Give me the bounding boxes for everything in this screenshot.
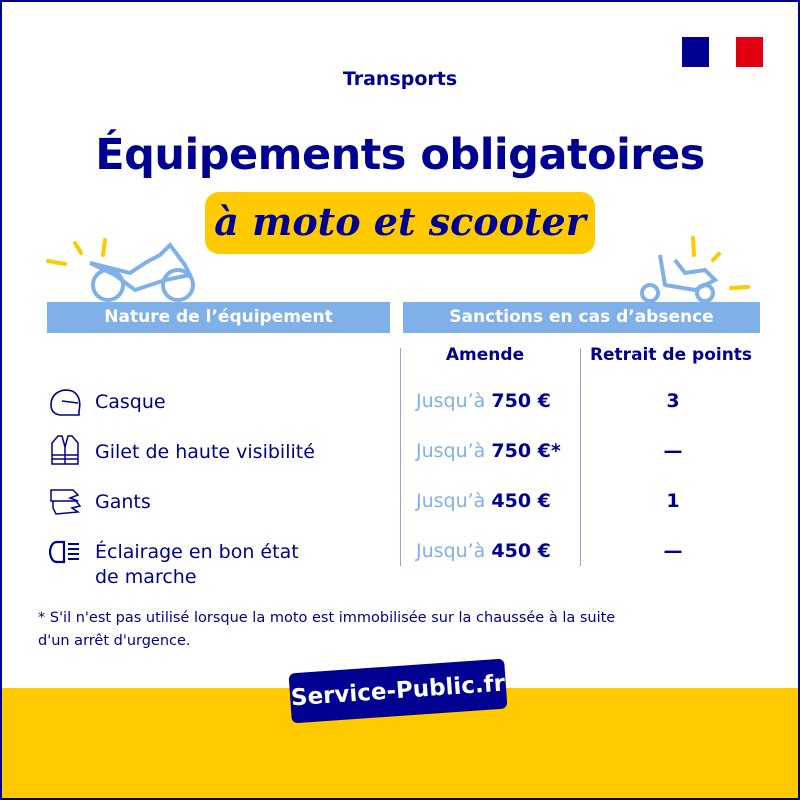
header-equipment: Nature de l’équipement xyxy=(47,302,390,333)
row-label: Gants xyxy=(95,491,151,513)
fine-amount: Jusqu’à 450 € xyxy=(416,540,551,562)
subheader-fine: Amende xyxy=(445,345,525,365)
footnote: * S'il n'est pas utilisé lorsque la moto… xyxy=(38,610,616,649)
fine-amount: Jusqu’à 750 € xyxy=(416,390,551,412)
fine-amount: Jusqu’à 750 €* xyxy=(416,440,561,462)
points-value: 3 xyxy=(666,390,680,412)
scooter-icon xyxy=(640,236,750,303)
points-value: 1 xyxy=(666,490,680,512)
helmet-icon xyxy=(50,389,81,416)
header-sanctions: Sanctions en cas d’absence xyxy=(403,302,760,333)
motorcycle-icon xyxy=(46,238,195,302)
category-label: Transports xyxy=(342,68,458,90)
vest-icon xyxy=(51,435,79,465)
page-title: Équipements obligatoires xyxy=(95,130,705,180)
row-label: Éclairage en bon état de marche xyxy=(95,541,299,588)
divider xyxy=(580,348,581,566)
gloves-icon xyxy=(50,489,82,515)
points-value: — xyxy=(663,440,683,462)
points-value: — xyxy=(663,540,683,562)
subheader-points: Retrait de points xyxy=(589,345,753,365)
republique-francaise-logo xyxy=(682,37,763,67)
divider xyxy=(400,348,401,566)
row-label: Casque xyxy=(95,391,166,413)
subtitle-pill: à moto et scooter xyxy=(205,192,595,254)
headlight-icon xyxy=(48,540,79,564)
fine-amount: Jusqu’à 450 € xyxy=(416,490,551,512)
row-label: Gilet de haute visibilité xyxy=(95,441,315,463)
